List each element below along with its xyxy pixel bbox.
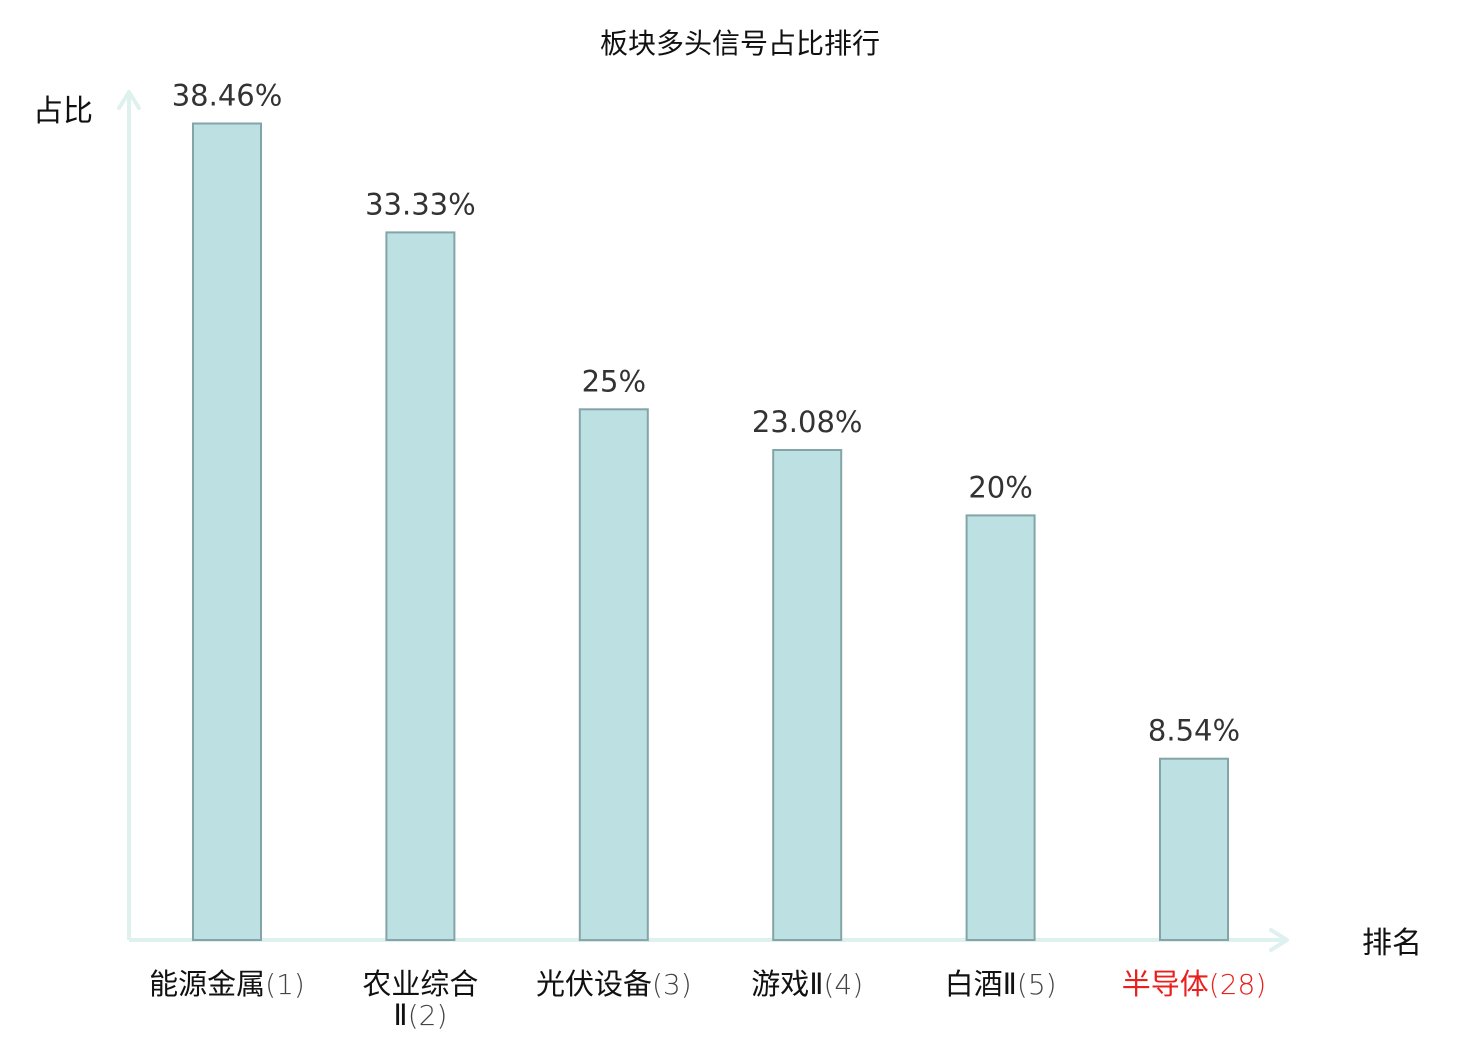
category-label: 能源金属(1): [149, 967, 305, 1001]
category-name: 半导体: [1122, 967, 1209, 1001]
category-label: 光伏设备(3): [536, 967, 692, 1001]
category-rank: (28): [1209, 968, 1266, 1001]
value-label: 38.46%: [172, 79, 283, 113]
category-label: 半导体(28): [1122, 967, 1267, 1001]
x-axis-arrow-icon: [1269, 928, 1289, 952]
value-labels: 38.46% 33.33% 25% 23.08% 20% 8.54%: [172, 79, 1240, 748]
bar: [772, 449, 843, 941]
category-name: 游戏Ⅱ: [751, 967, 823, 1001]
category-name: 农业综合: [362, 967, 478, 1001]
category-rank: (5): [1017, 968, 1057, 1001]
x-axis: 排名: [129, 926, 1422, 961]
bar: [1159, 757, 1229, 942]
bars: [192, 122, 1229, 942]
y-axis-label: 占比: [33, 94, 93, 129]
value-label: 8.54%: [1148, 714, 1240, 748]
value-label: 23.08%: [752, 405, 863, 439]
value-label: 25%: [582, 364, 646, 398]
bar: [965, 514, 1036, 942]
category-label: 白酒Ⅱ(5): [945, 967, 1057, 1001]
bar: [385, 231, 456, 941]
bar: [578, 408, 649, 942]
category-name: 光伏设备: [536, 967, 652, 1001]
value-label: 20%: [968, 470, 1032, 504]
category-label-line2: Ⅱ(2): [393, 998, 447, 1032]
chart-title: 板块多头信号占比排行: [600, 27, 880, 60]
category-name: 能源金属: [149, 967, 265, 1001]
category-rank: (3): [652, 968, 692, 1001]
x-axis-label: 排名: [1362, 926, 1422, 961]
y-axis-arrow-icon: [117, 90, 141, 110]
category-rank: (4): [824, 968, 864, 1001]
category-rank: (1): [265, 968, 305, 1001]
value-label: 33.33%: [365, 187, 476, 221]
bar: [192, 122, 262, 941]
category-name-suffix: Ⅱ: [393, 998, 407, 1032]
category-rank: (2): [408, 999, 448, 1032]
category-label: 农业综合: [362, 967, 478, 1001]
category-label: 游戏Ⅱ(4): [751, 967, 863, 1001]
y-axis: 占比: [33, 90, 141, 940]
category-name: 白酒Ⅱ: [945, 967, 1017, 1001]
